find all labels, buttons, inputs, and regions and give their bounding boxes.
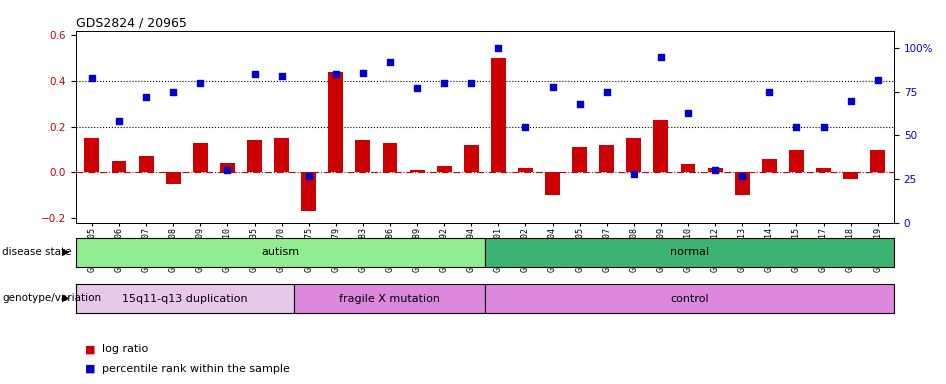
Point <box>789 124 804 130</box>
Text: ■: ■ <box>85 344 96 354</box>
Text: log ratio: log ratio <box>102 344 149 354</box>
Bar <box>294 284 484 313</box>
Bar <box>301 172 316 211</box>
Bar <box>572 147 587 172</box>
Bar <box>843 172 858 179</box>
Point <box>464 80 479 86</box>
Point <box>735 172 750 179</box>
Text: disease state: disease state <box>2 247 71 257</box>
Text: genotype/variation: genotype/variation <box>2 293 101 303</box>
Text: percentile rank within the sample: percentile rank within the sample <box>102 364 290 374</box>
Bar <box>193 143 208 172</box>
Point <box>84 75 99 81</box>
Point <box>654 54 669 60</box>
Bar <box>84 138 99 172</box>
Text: GDS2824 / 20965: GDS2824 / 20965 <box>76 17 186 30</box>
Point <box>762 89 777 95</box>
Bar <box>762 159 777 172</box>
Bar <box>708 168 723 172</box>
Text: autism: autism <box>261 247 299 258</box>
Point <box>680 110 695 116</box>
Text: ■: ■ <box>85 364 96 374</box>
Bar <box>870 150 885 172</box>
Bar <box>816 168 831 172</box>
Bar <box>220 163 235 172</box>
Point <box>599 89 614 95</box>
Bar <box>654 120 669 172</box>
Bar <box>545 172 560 195</box>
Point <box>356 70 371 76</box>
Point <box>410 85 425 91</box>
Bar <box>484 238 894 267</box>
Point <box>870 76 885 83</box>
Bar <box>410 170 425 172</box>
Point <box>166 89 181 95</box>
Point <box>328 71 343 78</box>
Bar <box>382 143 397 172</box>
Point <box>138 94 153 100</box>
Text: control: control <box>670 293 709 304</box>
Bar <box>789 150 804 172</box>
Bar <box>328 72 343 172</box>
Bar <box>600 145 614 172</box>
Bar <box>437 166 451 172</box>
Text: 15q11-q13 duplication: 15q11-q13 duplication <box>122 293 248 304</box>
Bar <box>112 161 127 172</box>
Bar <box>356 141 370 172</box>
Bar <box>247 141 262 172</box>
Bar <box>274 138 289 172</box>
Text: ▶: ▶ <box>61 247 69 257</box>
Bar <box>735 172 749 195</box>
Bar <box>626 138 641 172</box>
Bar <box>76 238 484 267</box>
Text: normal: normal <box>670 247 709 258</box>
Text: ▶: ▶ <box>61 293 69 303</box>
Point <box>382 59 397 65</box>
Point <box>491 45 506 51</box>
Point <box>708 167 723 174</box>
Point <box>572 101 587 107</box>
Bar <box>139 156 153 172</box>
Point <box>843 98 858 104</box>
Point <box>626 171 641 177</box>
Point <box>301 172 316 179</box>
Bar <box>76 284 294 313</box>
Bar <box>464 145 479 172</box>
Point <box>193 80 208 86</box>
Bar <box>484 284 894 313</box>
Point <box>545 83 560 89</box>
Bar <box>491 58 506 172</box>
Point <box>816 124 832 130</box>
Point <box>437 80 452 86</box>
Point <box>247 71 262 78</box>
Bar <box>166 172 181 184</box>
Bar <box>518 168 533 172</box>
Point <box>274 73 289 79</box>
Bar <box>680 164 695 172</box>
Point <box>517 124 533 130</box>
Point <box>219 167 235 174</box>
Point <box>112 118 127 124</box>
Text: fragile X mutation: fragile X mutation <box>339 293 440 304</box>
